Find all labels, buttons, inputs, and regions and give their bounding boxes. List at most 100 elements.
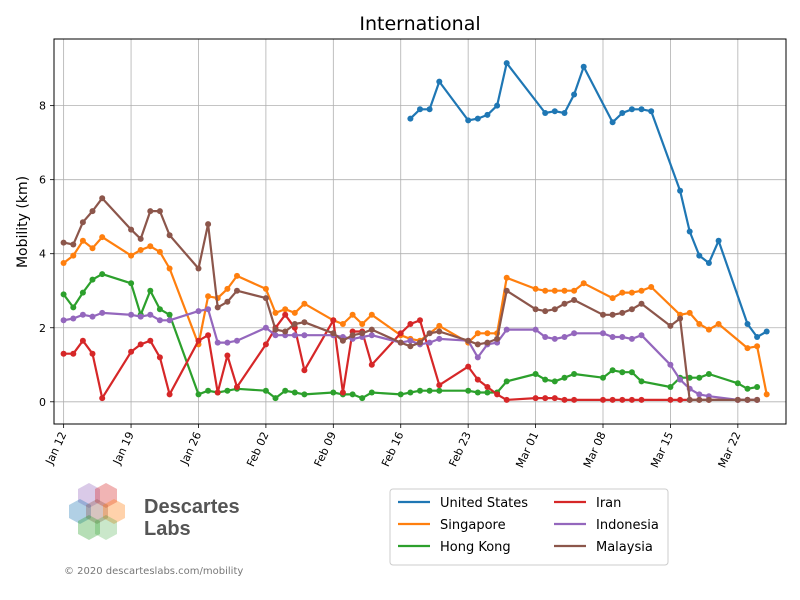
- data-point-indonesia: [156, 317, 163, 324]
- data-point-hong-kong: [262, 387, 269, 394]
- data-point-iran: [551, 395, 558, 402]
- data-point-united-states: [754, 334, 761, 340]
- data-point-iran: [600, 396, 606, 403]
- data-point-united-states: [715, 237, 722, 244]
- data-point-united-states: [542, 110, 549, 116]
- data-point-united-states: [484, 111, 491, 118]
- data-point-indonesia: [214, 339, 221, 346]
- series-indonesia: [60, 306, 761, 403]
- data-point-indonesia: [426, 339, 433, 346]
- data-point-singapore: [79, 237, 86, 244]
- data-point-indonesia: [600, 330, 606, 337]
- series-line-iran: [63, 313, 758, 401]
- data-point-hong-kong: [571, 371, 578, 377]
- data-point-indonesia: [628, 335, 635, 342]
- data-point-hong-kong: [417, 387, 423, 394]
- data-point-united-states: [609, 119, 616, 126]
- data-point-singapore: [291, 309, 298, 316]
- data-point-singapore: [754, 343, 761, 350]
- data-point-malaysia: [195, 265, 202, 272]
- data-point-singapore: [128, 252, 135, 259]
- legend-label-singapore: Singapore: [440, 518, 506, 533]
- data-point-malaysia: [70, 241, 77, 248]
- data-point-malaysia: [465, 337, 472, 344]
- data-point-hong-kong: [291, 389, 298, 396]
- data-point-iran: [205, 332, 212, 339]
- legend-label-indonesia: Indonesia: [596, 518, 659, 533]
- series-hong-kong: [60, 271, 761, 402]
- data-point-iran: [339, 389, 346, 396]
- data-point-indonesia: [79, 311, 86, 318]
- series-line-malaysia: [63, 197, 758, 401]
- data-point-singapore: [551, 287, 558, 294]
- data-point-indonesia: [561, 334, 568, 340]
- data-point-iran: [609, 396, 616, 403]
- data-point-hong-kong: [166, 311, 173, 318]
- data-point-singapore: [561, 287, 568, 294]
- data-point-singapore: [272, 309, 279, 316]
- data-point-indonesia: [542, 334, 549, 340]
- legend-frame: [389, 488, 669, 566]
- data-point-hong-kong: [282, 387, 289, 394]
- x-tick-label: Mar 01: [513, 430, 541, 470]
- data-point-iran: [368, 361, 375, 368]
- data-point-singapore: [580, 280, 587, 287]
- data-point-united-states: [494, 102, 501, 109]
- data-point-indonesia: [137, 313, 144, 320]
- legend-label-malaysia: Malaysia: [596, 540, 653, 555]
- data-point-malaysia: [368, 326, 375, 333]
- data-point-united-states: [696, 252, 703, 259]
- data-point-malaysia: [628, 306, 635, 313]
- data-point-indonesia: [407, 337, 414, 344]
- data-point-malaysia: [503, 287, 510, 294]
- data-point-malaysia: [677, 315, 684, 322]
- data-point-malaysia: [234, 287, 240, 294]
- data-point-united-states: [648, 108, 655, 115]
- data-point-iran: [137, 341, 144, 348]
- data-point-malaysia: [301, 319, 308, 326]
- data-point-united-states: [503, 60, 510, 67]
- data-point-malaysia: [205, 221, 212, 228]
- data-point-hong-kong: [551, 378, 558, 385]
- data-point-indonesia: [667, 361, 674, 368]
- data-point-malaysia: [272, 326, 279, 333]
- data-point-hong-kong: [272, 395, 279, 402]
- data-point-iran: [417, 317, 423, 324]
- data-point-iran: [214, 389, 221, 396]
- data-point-hong-kong: [561, 374, 568, 381]
- data-point-iran: [561, 396, 568, 403]
- data-point-united-states: [465, 117, 472, 124]
- data-point-united-states: [561, 110, 568, 116]
- data-point-hong-kong: [696, 374, 703, 381]
- data-point-singapore: [224, 285, 231, 292]
- data-point-malaysia: [137, 235, 144, 242]
- data-point-singapore: [705, 326, 712, 333]
- data-point-iran: [282, 311, 289, 318]
- logo-text-line2: Labs: [144, 518, 191, 540]
- data-point-hong-kong: [349, 391, 356, 398]
- data-point-indonesia: [301, 332, 308, 339]
- data-point-hong-kong: [754, 384, 761, 390]
- descartes-labs-logo: Descartes Labs: [69, 483, 240, 540]
- x-tick-label: Feb 23: [446, 430, 473, 469]
- data-point-indonesia: [696, 391, 703, 398]
- data-point-malaysia: [128, 226, 135, 233]
- data-point-indonesia: [291, 332, 298, 339]
- data-point-hong-kong: [330, 389, 337, 396]
- data-point-singapore: [137, 247, 144, 253]
- data-point-iran: [60, 350, 67, 357]
- series-line-united-states: [409, 61, 768, 339]
- data-point-malaysia: [705, 396, 712, 403]
- x-tick-label: Mar 08: [581, 430, 609, 470]
- data-point-malaysia: [156, 208, 163, 215]
- data-point-malaysia: [262, 295, 269, 302]
- data-point-malaysia: [484, 339, 491, 346]
- data-point-malaysia: [417, 339, 423, 346]
- data-point-united-states: [580, 63, 587, 70]
- data-point-singapore: [147, 243, 154, 250]
- data-point-united-states: [551, 108, 558, 115]
- data-point-iran: [638, 396, 645, 403]
- x-tick-label: Mar 15: [648, 430, 676, 470]
- data-point-indonesia: [272, 332, 279, 339]
- data-point-hong-kong: [628, 369, 635, 376]
